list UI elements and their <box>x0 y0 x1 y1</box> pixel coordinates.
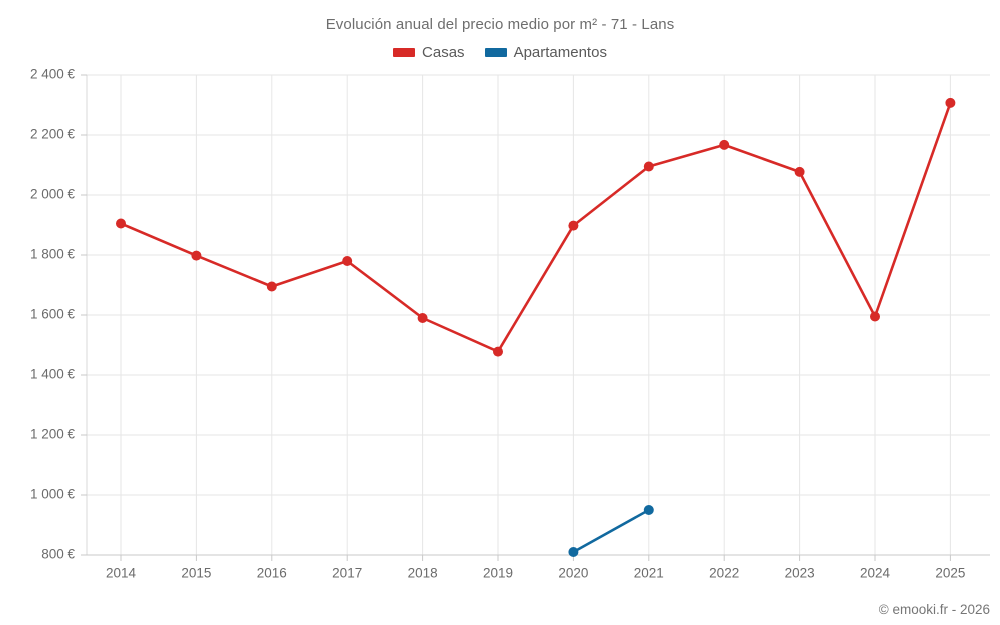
legend-swatch-casas <box>393 48 416 57</box>
x-axis-tick-label: 2019 <box>483 566 513 581</box>
x-axis-tick-label: 2023 <box>785 566 815 581</box>
series-line-casas <box>119 101 952 353</box>
y-axis-tick-label: 2 000 € <box>30 187 76 202</box>
y-axis-tick-label: 1 000 € <box>30 487 76 502</box>
x-axis-tick-label: 2020 <box>558 566 588 581</box>
chart-legend: Casas Apartamentos <box>0 44 1000 61</box>
x-axis-tick-label: 2021 <box>634 566 664 581</box>
legend-entry-casas[interactable]: Casas <box>393 44 465 61</box>
y-axis-tick-label: 1 400 € <box>30 367 76 382</box>
data-point[interactable]: 2023: 2077 <box>794 166 805 177</box>
y-axis-tick-label: 800 € <box>41 547 75 562</box>
y-axis-tick-label: 2 400 € <box>30 67 76 82</box>
legend-label-apartamentos: Apartamentos <box>513 44 607 61</box>
legend-label-casas: Casas <box>422 44 465 61</box>
data-point[interactable]: 2021: 2095 <box>643 161 654 172</box>
data-point[interactable]: 2014: 1905 <box>116 218 126 229</box>
data-point[interactable]: 2017: 1780 <box>342 256 353 266</box>
data-series-apartamentos: 2020: 810 2021: 950 <box>568 505 654 557</box>
series-line-apartamentos <box>572 508 651 554</box>
x-axis-tick-label: 2022 <box>709 566 739 581</box>
axis-lines <box>81 74 990 561</box>
data-series-layer: 2014: 1905 2015: 1798 2016: 1695 2017: 1780… <box>116 97 956 557</box>
data-point[interactable]: 2024: 1595 <box>870 311 880 322</box>
y-axis-tick-labels: 800 € 1 000 € 1 200 € 1 400 € 1 600 € 1 800 €… <box>30 67 76 562</box>
x-axis-tick-label: 2025 <box>935 566 965 581</box>
grid-lines <box>87 74 990 556</box>
data-point[interactable]: 2020: 810 <box>568 547 579 557</box>
data-point[interactable]: 2020: 1898 <box>568 220 579 231</box>
data-point[interactable]: 2015: 1798 <box>191 250 202 261</box>
x-axis-tick-labels: 2014 2015 2016 2017 2018 2019 2020 2021 2022 2023… <box>106 566 965 581</box>
data-point[interactable]: 2021: 950 <box>643 505 654 515</box>
data-point[interactable]: 2019: 1478 <box>493 346 503 357</box>
data-series-casas: 2014: 1905 2015: 1798 2016: 1695 2017: 1780… <box>116 97 956 357</box>
legend-entry-apartamentos[interactable]: Apartamentos <box>484 44 607 61</box>
x-axis-tick-label: 2014 <box>106 566 137 581</box>
y-axis-tick-label: 1 200 € <box>30 427 76 442</box>
x-axis-tick-label: 2017 <box>332 566 362 581</box>
x-axis-tick-label: 2015 <box>181 566 211 581</box>
data-point[interactable]: 2022: 2167 <box>719 139 730 150</box>
x-axis-tick-label: 2016 <box>257 566 287 581</box>
x-axis-tick-label: 2024 <box>860 566 891 581</box>
x-axis-tick-label: 2018 <box>408 566 438 581</box>
y-axis-tick-label: 1 600 € <box>30 307 76 322</box>
y-axis-tick-label: 2 200 € <box>30 127 76 142</box>
legend-swatch-apartamentos <box>484 48 507 57</box>
copyright-credit: © emooki.fr - 2026 <box>878 602 990 617</box>
y-axis-tick-label: 1 800 € <box>30 247 76 262</box>
chart-title: Evolución anual del precio medio por m² … <box>325 16 675 33</box>
data-point[interactable]: 2016: 1695 <box>266 281 277 292</box>
data-point[interactable]: 2025: 2307 <box>945 97 956 108</box>
data-point[interactable]: 2018: 1590 <box>417 313 428 323</box>
